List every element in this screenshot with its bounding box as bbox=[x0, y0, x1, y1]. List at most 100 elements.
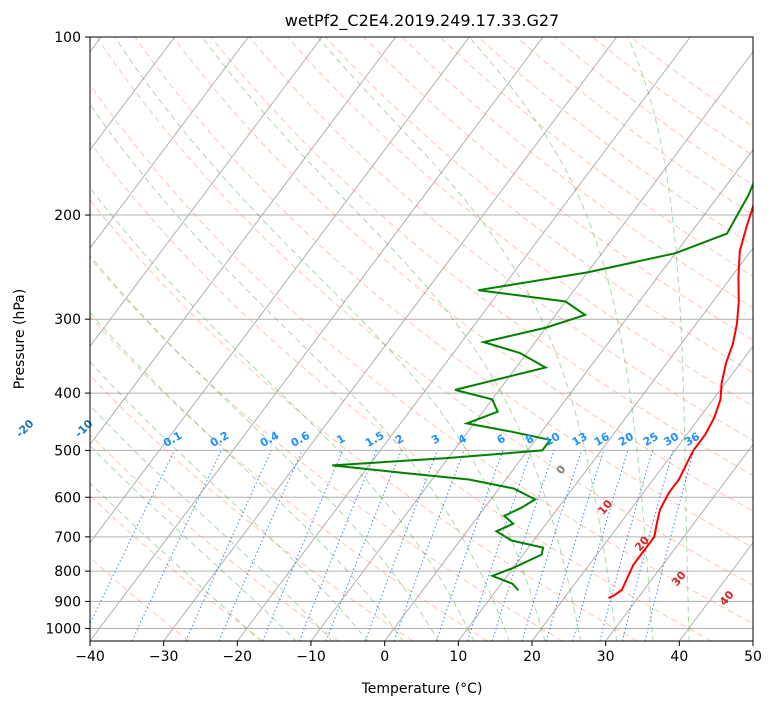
moist-adiabat-label: 0 bbox=[554, 462, 569, 476]
moist-adiabat bbox=[90, 103, 510, 641]
dry-adiabat bbox=[172, 37, 753, 512]
mixing-ratio-line bbox=[621, 450, 674, 641]
moist-adiabat bbox=[90, 187, 475, 641]
dry-adiabat bbox=[287, 37, 753, 407]
isotherm-line bbox=[310, 50, 753, 641]
mixing-ratio-line bbox=[90, 450, 175, 626]
mixing-ratio-line bbox=[467, 450, 532, 641]
y-tick-label: 500 bbox=[54, 443, 81, 459]
dry-adiabat bbox=[90, 374, 414, 641]
x-tick-label: 0 bbox=[380, 649, 389, 665]
x-tick-label: −30 bbox=[149, 649, 179, 665]
x-tick-label: 30 bbox=[597, 649, 615, 665]
mixing-ratio-line bbox=[185, 450, 272, 641]
mixing-ratio-line bbox=[491, 450, 555, 641]
chart-title: wetPf2_C2E4.2019.249.17.33.G27 bbox=[285, 11, 559, 31]
dry-adiabat bbox=[439, 37, 753, 277]
mixing-ratio-line bbox=[599, 450, 654, 641]
mixing-ratio-label: 6 bbox=[495, 432, 508, 447]
dry-adiabat bbox=[554, 37, 753, 186]
isotherm-line bbox=[384, 149, 753, 641]
mixing-ratio-line bbox=[521, 450, 582, 641]
mixing-ratio-label: 0.1 bbox=[161, 429, 184, 450]
y-tick-label: 300 bbox=[54, 312, 81, 328]
isotherm-line bbox=[90, 37, 249, 249]
dry-adiabat bbox=[134, 37, 753, 549]
mixing-ratio-label: 20 bbox=[616, 430, 636, 449]
dry-adiabat bbox=[90, 494, 264, 641]
x-tick-label: 10 bbox=[449, 649, 467, 665]
y-tick-label: 100 bbox=[54, 30, 81, 46]
isotherm-line bbox=[90, 37, 323, 348]
mixing-ratio-label: 0.2 bbox=[208, 429, 231, 450]
mixing-ratio-label: 16 bbox=[592, 430, 612, 449]
isotherm-line bbox=[90, 37, 397, 446]
mixing-ratio-label: 13 bbox=[570, 430, 590, 449]
mixing-ratio-line bbox=[644, 450, 695, 641]
mixing-ratio-line bbox=[298, 450, 377, 641]
mixing-ratio-line bbox=[393, 450, 465, 641]
moist-adiabat bbox=[201, 37, 582, 641]
moist-adiabat bbox=[90, 311, 404, 641]
y-tick-label: 800 bbox=[54, 564, 81, 580]
dry-adiabat bbox=[96, 37, 753, 586]
x-axis-label: Temperature (°C) bbox=[361, 681, 483, 697]
x-tick-label: −40 bbox=[75, 649, 105, 665]
dewpoint-profile bbox=[332, 181, 753, 591]
moist-adiabat bbox=[317, 37, 618, 641]
y-tick-label: 600 bbox=[54, 490, 81, 506]
x-tick-label: −20 bbox=[223, 649, 253, 665]
isotherm-line bbox=[163, 37, 618, 641]
mixing-ratio-line bbox=[364, 450, 438, 641]
line-labels: -100-90-80-70-60-50-40-30-20-100.10.20.4… bbox=[13, 417, 737, 608]
y-tick-label: 200 bbox=[54, 208, 81, 224]
plot-area bbox=[90, 37, 753, 641]
mixing-ratio-label: 25 bbox=[641, 430, 661, 449]
mixing-ratio-line bbox=[435, 450, 504, 641]
mixing-ratio-label: 1 bbox=[334, 432, 347, 447]
y-tick-label: 400 bbox=[54, 386, 81, 402]
y-tick-label: 1000 bbox=[45, 621, 81, 637]
isotherm-line bbox=[236, 37, 691, 641]
isotherm-line bbox=[752, 640, 753, 641]
dry-adiabat bbox=[210, 37, 753, 476]
mixing-ratio-label: 2 bbox=[393, 432, 406, 447]
dry-adiabat bbox=[90, 199, 638, 641]
dry-adiabat bbox=[477, 37, 753, 246]
mixing-ratio-line bbox=[218, 450, 303, 641]
dry-adiabat bbox=[90, 315, 488, 641]
isotherm-line bbox=[605, 443, 753, 641]
isotherm-line bbox=[457, 247, 753, 641]
dry-adiabat-label: -20 bbox=[13, 417, 36, 440]
dry-adiabat bbox=[401, 37, 753, 309]
mixing-ratio-line bbox=[325, 450, 402, 641]
mixing-ratio-line bbox=[545, 450, 605, 641]
mixing-ratio-line bbox=[572, 450, 629, 641]
moist-adiabat bbox=[90, 482, 261, 641]
moist-adiabat bbox=[627, 37, 690, 641]
mixing-ratio-label: 0.4 bbox=[258, 429, 282, 450]
mixing-ratio-label: 8 bbox=[523, 432, 536, 447]
isotherm-line bbox=[90, 37, 176, 151]
moist-adiabat bbox=[114, 37, 546, 641]
plot-frame bbox=[89, 36, 754, 642]
mixing-ratio-label: 36 bbox=[682, 430, 702, 449]
axes: −40 −30 −20 −10 0 10 20 30 40 5010020030040050060… bbox=[45, 30, 762, 665]
isotherm-line bbox=[90, 37, 544, 641]
y-tick-label: 700 bbox=[54, 530, 81, 546]
moist-adiabat bbox=[90, 361, 369, 641]
dry-adiabat bbox=[248, 37, 753, 441]
moist-adiabat bbox=[468, 37, 654, 641]
isotherm-line bbox=[531, 345, 753, 641]
x-tick-label: −10 bbox=[296, 649, 326, 665]
dry-adiabat bbox=[90, 257, 563, 641]
isotherm-line bbox=[90, 37, 470, 544]
dry-adiabat bbox=[90, 83, 753, 625]
isotherm-line bbox=[678, 541, 753, 641]
moist-adiabat bbox=[90, 444, 298, 641]
temperature-profile bbox=[608, 203, 753, 599]
mixing-ratio-label: 3 bbox=[429, 432, 442, 447]
moist-adiabat bbox=[90, 404, 333, 641]
x-tick-label: 50 bbox=[744, 649, 762, 665]
